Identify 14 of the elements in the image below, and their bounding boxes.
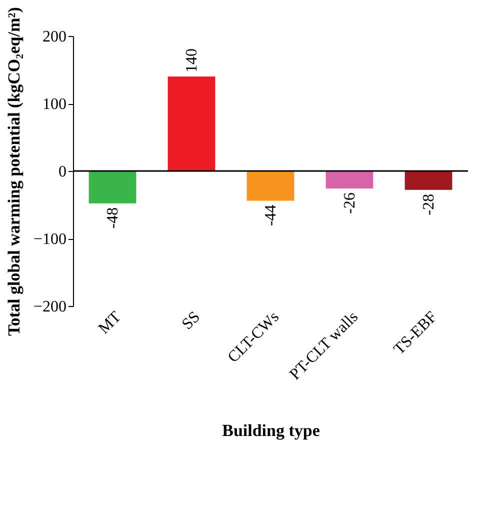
x-tick-label: SS (178, 308, 204, 334)
y-axis-title: Total global warming potential (kgCO₂eq/m²) (4, 7, 24, 336)
y-tick-label: 100 (42, 96, 66, 113)
data-label: -44 (262, 204, 280, 226)
data-label: -26 (342, 192, 358, 214)
x-axis-title: Building type (222, 420, 320, 440)
y-tick-label: −100 (33, 231, 66, 248)
data-label: -48 (104, 207, 122, 229)
data-label: 140 (184, 48, 200, 72)
x-tick-label: MT (96, 308, 125, 338)
y-tick-label: 0 (58, 164, 66, 180)
data-label: -28 (420, 194, 438, 216)
y-tick-label: 200 (42, 28, 66, 46)
y-tick-label: −200 (33, 298, 66, 316)
